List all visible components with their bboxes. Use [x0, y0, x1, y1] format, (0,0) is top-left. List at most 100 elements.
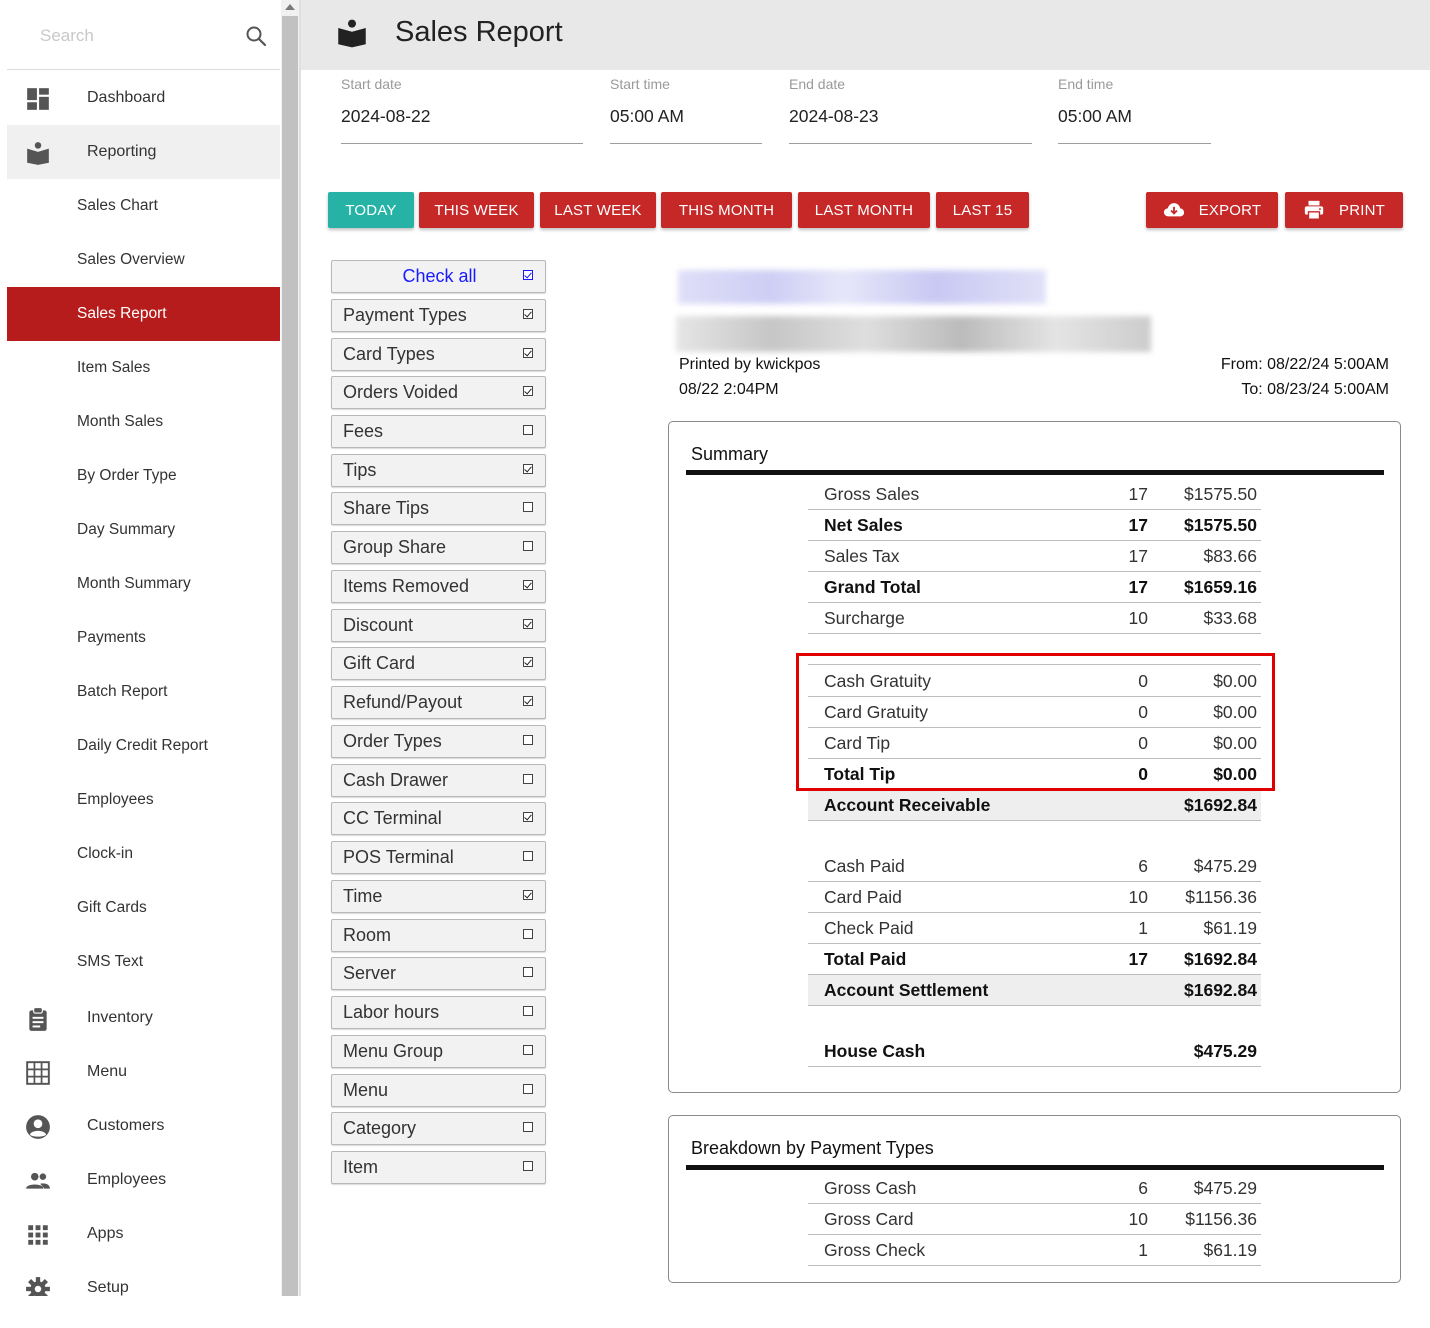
filter-option[interactable]: Tips: [331, 454, 546, 487]
checkbox[interactable]: [523, 580, 533, 590]
filter-option[interactable]: Items Removed: [331, 570, 546, 603]
sidebar-scrollbar[interactable]: [281, 0, 299, 1296]
checkbox[interactable]: [523, 967, 533, 977]
checkbox[interactable]: [523, 657, 533, 667]
checkbox[interactable]: [523, 464, 533, 474]
checkbox[interactable]: [523, 1006, 533, 1016]
filter-option[interactable]: Item: [331, 1151, 546, 1184]
nav-payments[interactable]: Payments: [7, 611, 280, 665]
check-all-toggle[interactable]: Check all: [331, 260, 546, 293]
filter-option[interactable]: POS Terminal: [331, 841, 546, 874]
filter-option[interactable]: Time: [331, 880, 546, 913]
last-month-button[interactable]: LAST MONTH: [798, 192, 930, 228]
today-button[interactable]: TODAY: [328, 192, 414, 228]
checkbox[interactable]: [523, 502, 533, 512]
end-date-field[interactable]: End date 2024-08-23: [789, 72, 1032, 144]
checkbox[interactable]: [523, 1084, 533, 1094]
nav-by-order-type[interactable]: By Order Type: [7, 449, 280, 503]
checkbox[interactable]: [523, 890, 533, 900]
filter-option[interactable]: Card Types: [331, 338, 546, 371]
checkbox[interactable]: [523, 270, 533, 280]
nav-reporting[interactable]: Reporting: [7, 125, 280, 179]
this-month-button[interactable]: THIS MONTH: [661, 192, 792, 228]
filter-option[interactable]: Orders Voided: [331, 376, 546, 409]
nav-setup[interactable]: Setup: [7, 1261, 280, 1296]
start-date-value[interactable]: 2024-08-22: [341, 106, 431, 126]
checkbox[interactable]: [523, 541, 533, 551]
start-time-field[interactable]: Start time 05:00 AM: [610, 72, 762, 144]
print-button[interactable]: PRINT: [1285, 192, 1403, 228]
row-label: Cash Gratuity: [824, 671, 931, 691]
nav-employees[interactable]: Employees: [7, 1153, 280, 1207]
nav-daily-credit-report[interactable]: Daily Credit Report: [7, 719, 280, 773]
nav-sales-overview[interactable]: Sales Overview: [7, 233, 280, 287]
nav-customers[interactable]: Customers: [7, 1099, 280, 1153]
checkbox[interactable]: [523, 619, 533, 629]
filter-option[interactable]: Labor hours: [331, 996, 546, 1029]
filter-option[interactable]: Discount: [331, 609, 546, 642]
row-count: 17: [1128, 484, 1148, 504]
this-week-button[interactable]: THIS WEEK: [419, 192, 534, 228]
start-date-field[interactable]: Start date 2024-08-22: [341, 72, 583, 144]
last-15-button[interactable]: LAST 15: [936, 192, 1029, 228]
checkbox[interactable]: [523, 425, 533, 435]
start-time-value[interactable]: 05:00 AM: [610, 106, 684, 126]
nav-sms-text[interactable]: SMS Text: [7, 935, 280, 989]
checkbox[interactable]: [523, 929, 533, 939]
checkbox[interactable]: [523, 1161, 533, 1171]
filter-option[interactable]: Payment Types: [331, 299, 546, 332]
checkbox[interactable]: [523, 735, 533, 745]
nav-month-sales[interactable]: Month Sales: [7, 395, 280, 449]
filter-option[interactable]: Cash Drawer: [331, 764, 546, 797]
nav-label: Clock-in: [77, 845, 133, 862]
filter-option[interactable]: Category: [331, 1112, 546, 1145]
scroll-up-arrow-icon[interactable]: [285, 4, 295, 10]
nav-clock-in[interactable]: Clock-in: [7, 827, 280, 881]
nav-menu[interactable]: Menu: [7, 1045, 280, 1099]
checkbox[interactable]: [523, 696, 533, 706]
tips-highlight-box: [796, 653, 1275, 791]
end-time-value[interactable]: 05:00 AM: [1058, 106, 1132, 126]
last-week-button[interactable]: LAST WEEK: [540, 192, 656, 228]
checkbox[interactable]: [523, 774, 533, 784]
nav-month-summary[interactable]: Month Summary: [7, 557, 280, 611]
checkbox[interactable]: [523, 1045, 533, 1055]
filter-option[interactable]: Order Types: [331, 725, 546, 758]
filter-option[interactable]: Refund/Payout: [331, 686, 546, 719]
nav-inventory[interactable]: Inventory: [7, 991, 280, 1045]
filter-option[interactable]: Menu: [331, 1074, 546, 1107]
filter-option[interactable]: Menu Group: [331, 1035, 546, 1068]
end-time-field[interactable]: End time 05:00 AM: [1058, 72, 1211, 144]
checkbox[interactable]: [523, 386, 533, 396]
filter-label: Order Types: [343, 731, 442, 751]
checkbox[interactable]: [523, 812, 533, 822]
nav-day-summary[interactable]: Day Summary: [7, 503, 280, 557]
search-icon[interactable]: [244, 24, 268, 48]
export-button[interactable]: EXPORT: [1146, 192, 1278, 228]
checkbox[interactable]: [523, 1122, 533, 1132]
filter-option[interactable]: Gift Card: [331, 647, 546, 680]
filter-label: POS Terminal: [343, 847, 454, 867]
checkbox[interactable]: [523, 851, 533, 861]
end-date-value[interactable]: 2024-08-23: [789, 106, 879, 126]
filter-option[interactable]: Fees: [331, 415, 546, 448]
start-date-label: Start date: [341, 76, 402, 92]
scrollbar-thumb[interactable]: [282, 16, 298, 1296]
nav-gift-cards[interactable]: Gift Cards: [7, 881, 280, 935]
search-input[interactable]: [40, 22, 230, 50]
nav-batch-report[interactable]: Batch Report: [7, 665, 280, 719]
table-row: Total Paid 17 $1692.84: [808, 944, 1261, 975]
nav-sales-chart[interactable]: Sales Chart: [7, 179, 280, 233]
nav-employees-report[interactable]: Employees: [7, 773, 280, 827]
nav-item-sales[interactable]: Item Sales: [7, 341, 280, 395]
nav-sales-report[interactable]: Sales Report: [7, 287, 280, 341]
filter-option[interactable]: CC Terminal: [331, 802, 546, 835]
filter-option[interactable]: Room: [331, 919, 546, 952]
checkbox[interactable]: [523, 309, 533, 319]
filter-option[interactable]: Share Tips: [331, 492, 546, 525]
nav-dashboard[interactable]: Dashboard: [7, 71, 280, 125]
nav-apps[interactable]: Apps: [7, 1207, 280, 1261]
filter-option[interactable]: Server: [331, 957, 546, 990]
filter-option[interactable]: Group Share: [331, 531, 546, 564]
checkbox[interactable]: [523, 348, 533, 358]
